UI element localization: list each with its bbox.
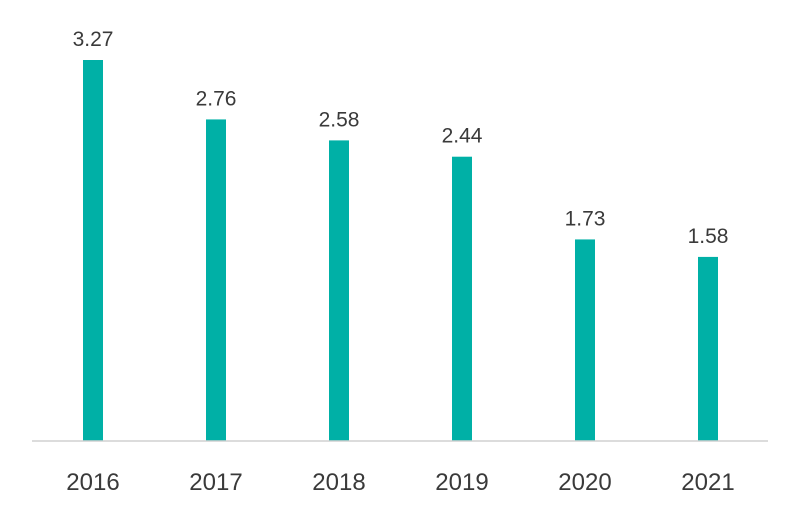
x-tick-label-2019: 2019	[435, 469, 488, 496]
value-label-2021: 1.58	[688, 225, 729, 248]
value-label-2020: 1.73	[565, 207, 606, 230]
bar-2020	[575, 239, 595, 441]
bar-2016	[83, 60, 103, 441]
value-label-2018: 2.58	[319, 108, 360, 131]
bar-2018	[329, 140, 349, 441]
x-tick-labels-group: 2016 2017 2018 2019 2020 2021	[66, 469, 734, 496]
bar-2017	[206, 119, 226, 441]
value-label-2016: 3.27	[73, 28, 114, 51]
value-labels-group: 3.27 2.76 2.58 2.44 1.73 1.58	[73, 28, 729, 248]
x-tick-label-2021: 2021	[681, 469, 734, 496]
x-tick-label-2018: 2018	[312, 469, 365, 496]
x-tick-label-2020: 2020	[558, 469, 611, 496]
bar-2021	[698, 256, 718, 441]
bars-group	[83, 60, 718, 441]
value-label-2019: 2.44	[442, 125, 483, 148]
x-tick-label-2016: 2016	[66, 469, 119, 496]
value-label-2017: 2.76	[196, 87, 237, 110]
bar-2019	[452, 156, 472, 441]
x-tick-label-2017: 2017	[189, 469, 242, 496]
